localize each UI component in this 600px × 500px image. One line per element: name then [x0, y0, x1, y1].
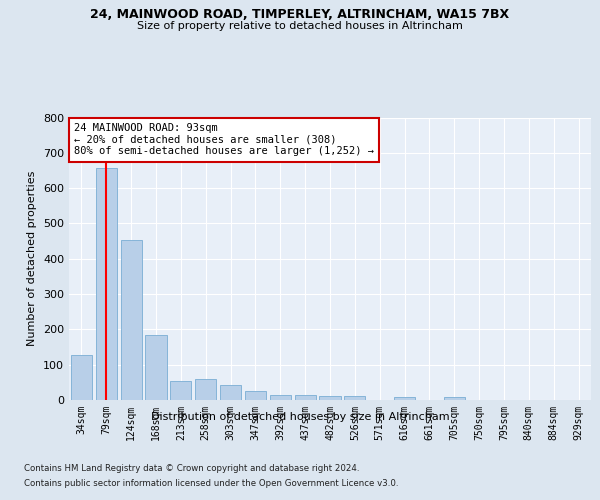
Text: Contains HM Land Registry data © Crown copyright and database right 2024.: Contains HM Land Registry data © Crown c…: [24, 464, 359, 473]
Bar: [394, 397, 415, 400]
Bar: [344, 396, 365, 400]
Y-axis label: Number of detached properties: Number of detached properties: [28, 171, 37, 346]
Bar: [444, 397, 465, 400]
Bar: [295, 396, 316, 400]
Bar: [96, 168, 117, 400]
Bar: [145, 336, 167, 400]
Bar: [270, 396, 291, 400]
Bar: [195, 379, 216, 400]
Bar: [71, 355, 92, 400]
Text: Contains public sector information licensed under the Open Government Licence v3: Contains public sector information licen…: [24, 479, 398, 488]
Bar: [245, 391, 266, 400]
Text: Size of property relative to detached houses in Altrincham: Size of property relative to detached ho…: [137, 21, 463, 31]
Bar: [220, 385, 241, 400]
Text: 24, MAINWOOD ROAD, TIMPERLEY, ALTRINCHAM, WA15 7BX: 24, MAINWOOD ROAD, TIMPERLEY, ALTRINCHAM…: [91, 8, 509, 20]
Bar: [319, 396, 341, 400]
Bar: [170, 380, 191, 400]
Text: Distribution of detached houses by size in Altrincham: Distribution of detached houses by size …: [151, 412, 449, 422]
Bar: [121, 240, 142, 400]
Text: 24 MAINWOOD ROAD: 93sqm
← 20% of detached houses are smaller (308)
80% of semi-d: 24 MAINWOOD ROAD: 93sqm ← 20% of detache…: [74, 123, 374, 156]
